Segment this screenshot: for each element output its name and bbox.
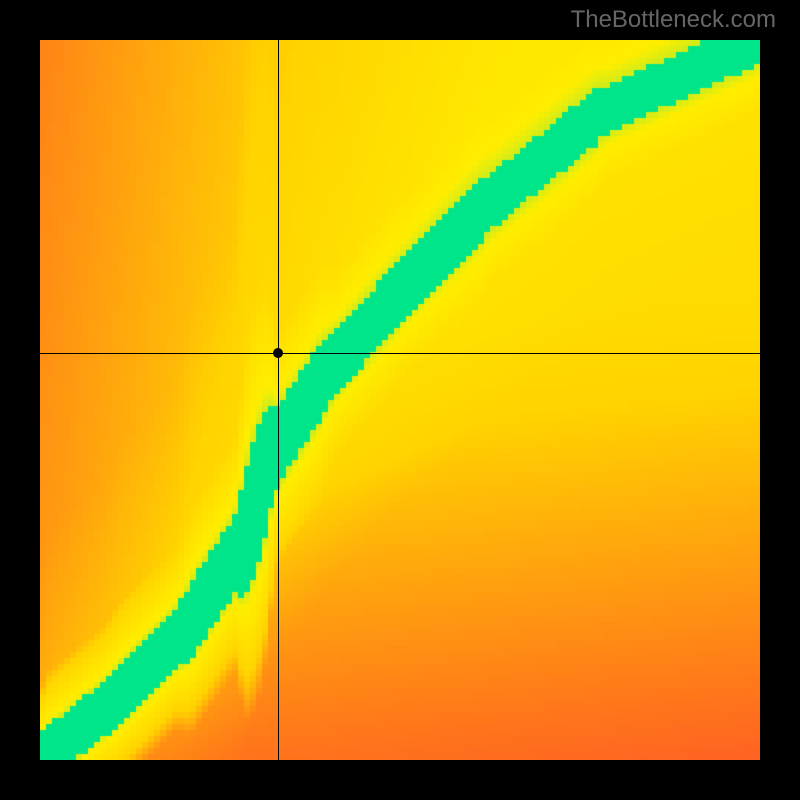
watermark-text: TheBottleneck.com — [571, 6, 776, 34]
heatmap-canvas — [40, 40, 760, 760]
crosshair-horizontal — [40, 353, 760, 354]
plot-area — [40, 40, 760, 760]
crosshair-vertical — [278, 40, 279, 760]
crosshair-marker — [273, 348, 283, 358]
